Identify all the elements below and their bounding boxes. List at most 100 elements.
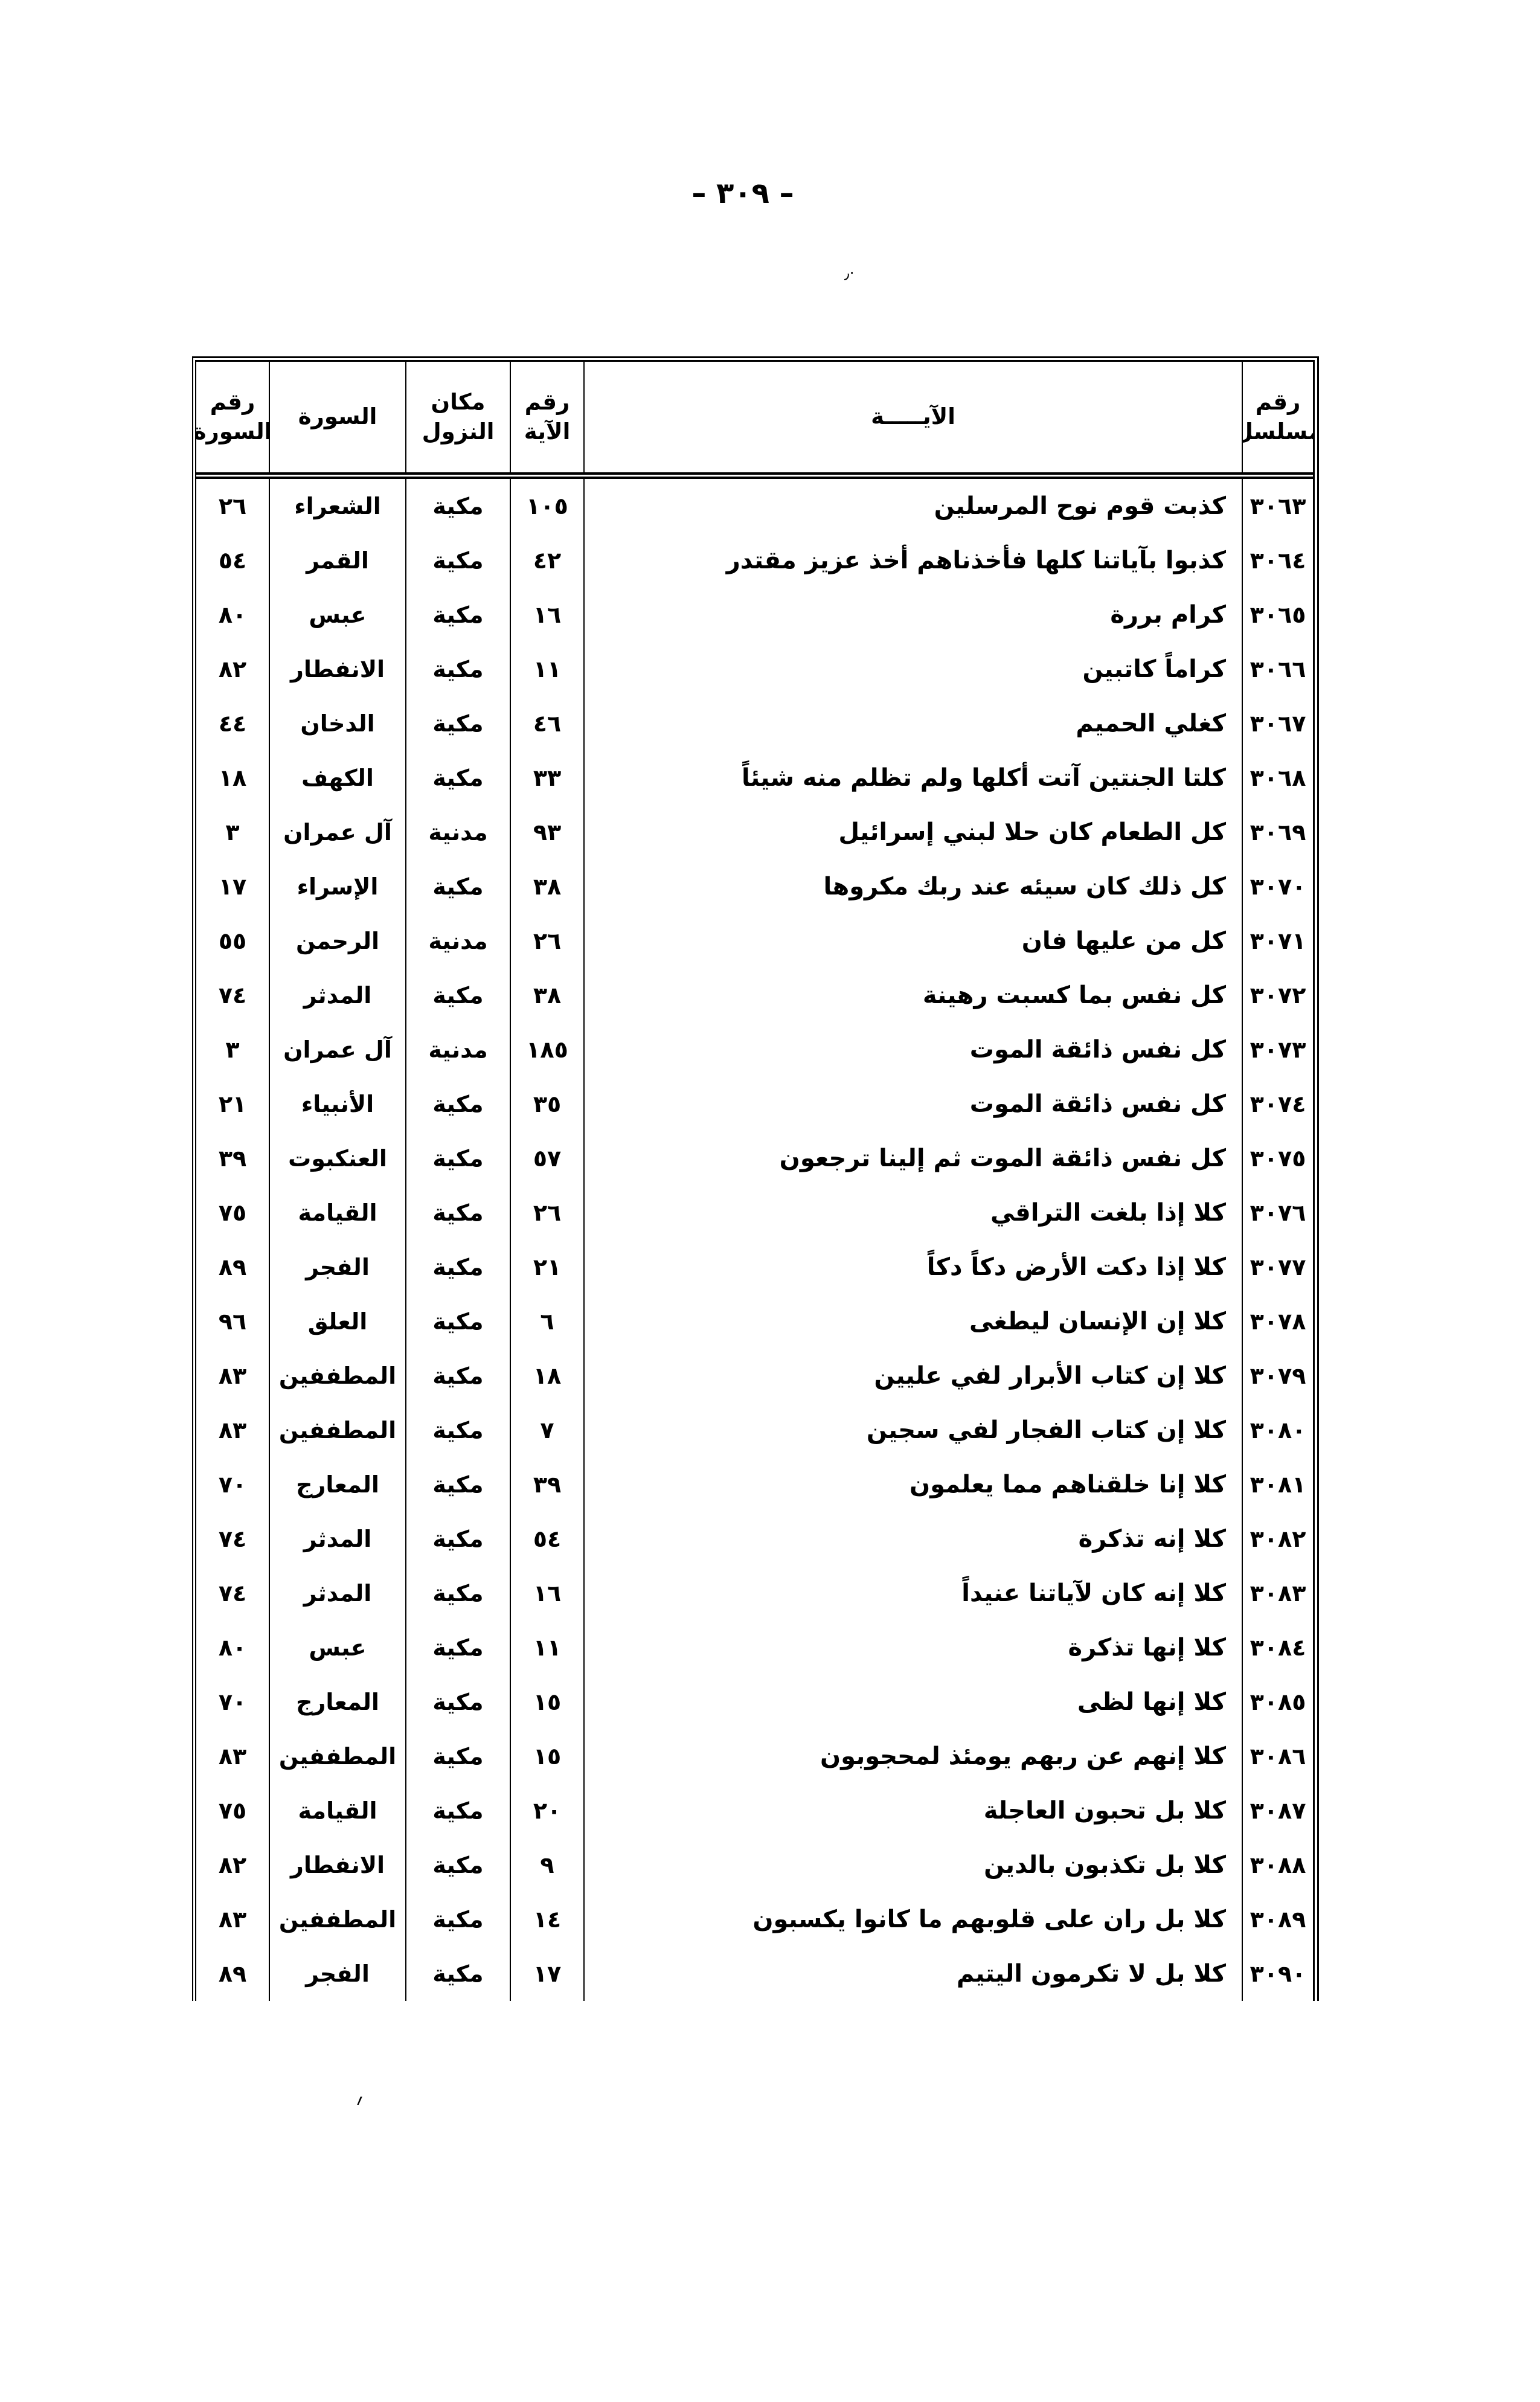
surah-number-cell: ٨٢: [218, 1852, 247, 1878]
surah-number-cell: ١٨: [218, 765, 247, 791]
surah-number-cell: ٩٦: [218, 1308, 247, 1335]
verse-text-cell: كغلي الحميم: [583, 696, 1242, 751]
revelation-place-cell: مكية: [405, 1892, 510, 1947]
surah-name-cell: آل عمران: [269, 1023, 405, 1077]
verse-number-cell: ١٠٥: [510, 479, 583, 533]
surah-name-cell: الإسراء: [269, 859, 405, 914]
revelation-place-cell: مدنية: [405, 914, 510, 968]
revelation-place-cell: مكية: [405, 1566, 510, 1620]
surah-name-cell: عبس: [269, 588, 405, 642]
surah-name-cell: المعارج: [269, 1457, 405, 1512]
verse-text-cell: كراماً كاتبين: [583, 642, 1242, 696]
header-label: الآية: [524, 418, 571, 445]
verse-number-cell: ٣٨: [510, 968, 583, 1023]
verse-text-cell: كذبت قوم نوح المرسلين: [583, 479, 1242, 533]
verse-number-cell: ١١: [510, 1620, 583, 1675]
surah-number-cell: ٧٥: [218, 1797, 247, 1824]
verse-number-cell: ٤٢: [510, 533, 583, 588]
surah-name-cell: الفجر: [269, 1240, 405, 1294]
serial-number-cell: ٣٠٨٨: [1242, 1838, 1313, 1892]
revelation-place-cell: مكية: [405, 751, 510, 805]
surah-name-cell: الرحمن: [269, 914, 405, 968]
revelation-place-cell: مكية: [405, 533, 510, 588]
header-label: رقم: [524, 389, 570, 416]
surah-number-cell: ٧٠: [218, 1689, 247, 1715]
verse-text-cell: كل نفس ذائقة الموت: [583, 1023, 1242, 1077]
verse-text-cell: كل نفس ذائقة الموت: [583, 1077, 1242, 1131]
verse-text-cell: كلا بل تكذبون بالدين: [583, 1838, 1242, 1892]
revelation-place-cell: مكية: [405, 1457, 510, 1512]
surah-name-cell: المطففين: [269, 1349, 405, 1403]
serial-number-cell: ٣٠٨١: [1242, 1457, 1313, 1512]
revelation-place-cell: مكية: [405, 588, 510, 642]
verse-text-cell: كلا إذا دكت الأرض دكاً دكاً: [583, 1240, 1242, 1294]
serial-number-cell: ٣٠٧٨: [1242, 1294, 1313, 1349]
revelation-place-cell: مكية: [405, 1512, 510, 1566]
verse-text-cell: كلا إن الإنسان ليطغى: [583, 1294, 1242, 1349]
verse-text-cell: كلا إن كتاب الأبرار لفي عليين: [583, 1349, 1242, 1403]
verse-number-cell: ٥٧: [510, 1131, 583, 1186]
surah-number-cell: ٣: [225, 819, 240, 846]
verse-number-cell: ٣٣: [510, 751, 583, 805]
surah-number-cell: ٨٣: [218, 1743, 247, 1770]
header-label: السورة: [298, 403, 377, 430]
revelation-place-cell: مكية: [405, 859, 510, 914]
verse-number-cell: ٢٦: [510, 914, 583, 968]
serial-number-cell: ٣٠٧٦: [1242, 1186, 1313, 1240]
surah-number-cell: ٨٩: [218, 1254, 247, 1280]
revelation-place-cell: مكية: [405, 1240, 510, 1294]
serial-number-cell: ٣٠٧٢: [1242, 968, 1313, 1023]
table-header-row: رقم مسلسل الآيـــــة رقم الآية مكان النز…: [196, 362, 1313, 479]
verse-number-cell: ١٤: [510, 1892, 583, 1947]
verse-text-cell: كلا إذا بلغت التراقي: [583, 1186, 1242, 1240]
revelation-place-cell: مكية: [405, 1077, 510, 1131]
header-cell-revelation-place: مكان النزول: [405, 362, 510, 472]
serial-number-cell: ٣٠٨٢: [1242, 1512, 1313, 1566]
verse-text-cell: كلا إنهم عن ربهم يومئذ لمحجوبون: [583, 1729, 1242, 1784]
header-cell-surah-name: السورة: [269, 362, 405, 472]
revelation-place-cell: مكية: [405, 1675, 510, 1729]
revelation-place-cell: مكية: [405, 1131, 510, 1186]
scan-speck: ٫·: [844, 265, 855, 283]
header-label: مسلسل: [1243, 418, 1313, 445]
serial-number-cell: ٣٠٧٧: [1242, 1240, 1313, 1294]
surah-number-cell: ٢١: [218, 1091, 247, 1117]
header-label: السورة: [196, 418, 269, 445]
surah-number-cell: ٨٣: [218, 1906, 247, 1933]
surah-number-cell: ٧٤: [218, 982, 247, 1009]
surah-name-cell: المعارج: [269, 1675, 405, 1729]
revelation-place-cell: مدنية: [405, 805, 510, 859]
revelation-place-cell: مكية: [405, 1186, 510, 1240]
surah-number-cell: ٨٣: [218, 1363, 247, 1389]
serial-number-cell: ٣٠٦٧: [1242, 696, 1313, 751]
verse-text-cell: كلا إن كتاب الفجار لفي سجين: [583, 1403, 1242, 1457]
verse-text-cell: كرام بررة: [583, 588, 1242, 642]
serial-number-cell: ٣٠٧٤: [1242, 1077, 1313, 1131]
verse-number-cell: ١٥: [510, 1729, 583, 1784]
header-cell-serial-number: رقم مسلسل: [1242, 362, 1313, 472]
revelation-place-cell: مكية: [405, 1620, 510, 1675]
surah-name-cell: العنكبوت: [269, 1131, 405, 1186]
serial-number-cell: ٣٠٨٣: [1242, 1566, 1313, 1620]
table-body: ٣٠٦٣ كذبت قوم نوح المرسلين ١٠٥ مكية الشع…: [196, 479, 1313, 2001]
surah-name-cell: آل عمران: [269, 805, 405, 859]
verse-number-cell: ٤٦: [510, 696, 583, 751]
revelation-place-cell: مكية: [405, 642, 510, 696]
verse-number-cell: ٣٩: [510, 1457, 583, 1512]
surah-name-cell: الانفطار: [269, 1838, 405, 1892]
header-label: النزول: [422, 418, 495, 445]
serial-number-cell: ٣٠٩٠: [1242, 1947, 1313, 2001]
header-label: الآيـــــة: [871, 403, 955, 430]
verse-number-cell: ١١: [510, 642, 583, 696]
verse-number-cell: ٢٠: [510, 1784, 583, 1838]
surah-number-cell: ٧٠: [218, 1471, 247, 1498]
verse-text-cell: كذبوا بآياتنا كلها فأخذناهم أخذ عزيز مقت…: [583, 533, 1242, 588]
header-cell-verse-number: رقم الآية: [510, 362, 583, 472]
verse-number-cell: ٦: [510, 1294, 583, 1349]
verse-text-cell: كلا إنا خلقناهم مما يعلمون: [583, 1457, 1242, 1512]
surah-number-cell: ٥٤: [218, 547, 247, 574]
surah-name-cell: الشعراء: [269, 479, 405, 533]
verse-text-cell: كل نفس ذائقة الموت ثم إلينا ترجعون: [583, 1131, 1242, 1186]
surah-number-cell: ٣٩: [218, 1145, 247, 1172]
verse-text-cell: كلا بل تحبون العاجلة: [583, 1784, 1242, 1838]
